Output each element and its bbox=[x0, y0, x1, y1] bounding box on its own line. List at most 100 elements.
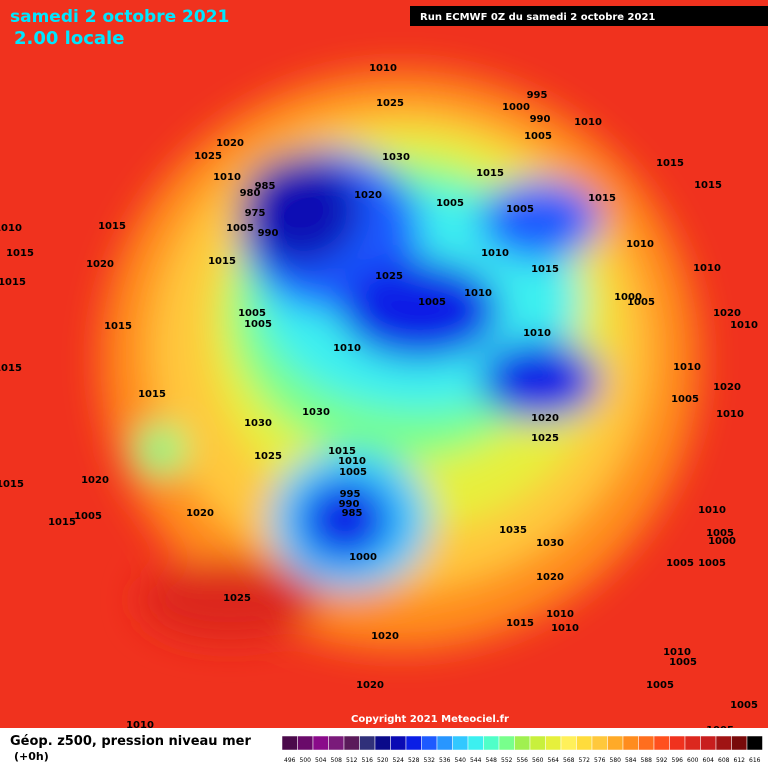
scale-label: 516 bbox=[362, 757, 374, 764]
scale-label: 560 bbox=[532, 757, 544, 764]
pressure-label: 1010 bbox=[693, 263, 721, 274]
scale-label: 552 bbox=[501, 757, 513, 764]
pressure-label: 1025 bbox=[376, 98, 404, 109]
scale-swatch bbox=[700, 735, 717, 751]
pressure-label: 1015 bbox=[104, 321, 132, 332]
pressure-label: 1015 bbox=[138, 389, 166, 400]
scale-swatch bbox=[312, 735, 329, 751]
pressure-label: 1035 bbox=[499, 525, 527, 536]
pressure-label: 1010 bbox=[716, 409, 744, 420]
pressure-label: 1010 bbox=[546, 609, 574, 620]
pressure-label: 1015 bbox=[98, 221, 126, 232]
pressure-label: 1025 bbox=[254, 451, 282, 462]
pressure-label: 1005 bbox=[698, 558, 726, 569]
pressure-label: 1010 bbox=[333, 343, 361, 354]
pressure-label: 1020 bbox=[536, 572, 564, 583]
scale-label: 604 bbox=[703, 757, 715, 764]
pressure-label: 980 bbox=[240, 188, 261, 199]
scale-label: 596 bbox=[672, 757, 684, 764]
scale-label: 528 bbox=[408, 757, 420, 764]
pressure-label: 1025 bbox=[375, 271, 403, 282]
pressure-label: 1010 bbox=[0, 223, 22, 234]
scale-swatch bbox=[638, 735, 655, 751]
scale-label: 576 bbox=[594, 757, 606, 764]
pressure-label: 1015 bbox=[506, 618, 534, 629]
scale-label: 616 bbox=[749, 757, 761, 764]
scale-swatch bbox=[359, 735, 376, 751]
scale-label: 572 bbox=[579, 757, 591, 764]
pressure-label: 1005 bbox=[671, 394, 699, 405]
pressure-label: 1015 bbox=[6, 248, 34, 259]
pressure-label: 1030 bbox=[382, 152, 410, 163]
scale-label: 504 bbox=[315, 757, 327, 764]
pressure-label: 1005 bbox=[74, 511, 102, 522]
scale-swatch bbox=[560, 735, 577, 751]
scale-label: 564 bbox=[548, 757, 560, 764]
scale-label: 532 bbox=[424, 757, 436, 764]
pressure-label: 1015 bbox=[48, 517, 76, 528]
scale-label: 496 bbox=[284, 757, 296, 764]
pressure-label: 1000 bbox=[502, 102, 530, 113]
pressure-label: 1020 bbox=[354, 190, 382, 201]
scale-label: 540 bbox=[455, 757, 467, 764]
pressure-label: 1020 bbox=[371, 631, 399, 642]
scale-swatch bbox=[281, 735, 298, 751]
pressure-label: 1030 bbox=[244, 418, 272, 429]
map-field bbox=[0, 0, 768, 728]
pressure-label: 995 bbox=[340, 489, 361, 500]
pressure-label: 1010 bbox=[730, 320, 758, 331]
pressure-label: 1020 bbox=[531, 413, 559, 424]
pressure-label: 985 bbox=[342, 508, 363, 519]
scale-swatch bbox=[467, 735, 484, 751]
scale-label: 556 bbox=[517, 757, 529, 764]
pressure-label: 1010 bbox=[523, 328, 551, 339]
scale-label: 568 bbox=[563, 757, 575, 764]
pressure-label: 1015 bbox=[328, 446, 356, 457]
pressure-label: 1005 bbox=[339, 467, 367, 478]
pressure-label: 1015 bbox=[0, 479, 24, 490]
pressure-label: 1020 bbox=[713, 382, 741, 393]
scale-swatch bbox=[452, 735, 469, 751]
scale-label: 524 bbox=[393, 757, 405, 764]
pressure-label: 1005 bbox=[436, 198, 464, 209]
scale-label: 548 bbox=[486, 757, 498, 764]
pressure-label: 1000 bbox=[349, 552, 377, 563]
pressure-label: 1015 bbox=[656, 158, 684, 169]
scale-label: 500 bbox=[300, 757, 312, 764]
pressure-label: 1005 bbox=[418, 297, 446, 308]
pressure-label: 1010 bbox=[213, 172, 241, 183]
scale-swatch bbox=[483, 735, 500, 751]
scale-swatch bbox=[297, 735, 314, 751]
pressure-label: 1025 bbox=[531, 433, 559, 444]
color-scale: 496 500 504 508 512 516 520 524 528 532 536 540 544 5… bbox=[281, 735, 763, 764]
scale-swatch bbox=[591, 735, 608, 751]
pressure-label: 1030 bbox=[302, 407, 330, 418]
scale-label: 508 bbox=[331, 757, 343, 764]
scale-swatch bbox=[731, 735, 748, 751]
pressure-label: 990 bbox=[339, 499, 360, 510]
pressure-label: 990 bbox=[258, 228, 279, 239]
run: Run ECMWF 0Z du samedi 2 octobre 2021 bbox=[420, 12, 655, 23]
pressure-label: 1025 bbox=[223, 593, 251, 604]
scale-label: 592 bbox=[656, 757, 668, 764]
scale-label: 608 bbox=[718, 757, 730, 764]
footer-step: (+0h) bbox=[14, 750, 49, 763]
pressure-label: 1020 bbox=[356, 680, 384, 691]
pressure-label: 1020 bbox=[713, 308, 741, 319]
scale-label: 584 bbox=[625, 757, 637, 764]
scale-swatch bbox=[529, 735, 546, 751]
pressure-label: 1015 bbox=[0, 277, 26, 288]
pressure-label: 1010 bbox=[126, 720, 154, 731]
pressure-label: 1000 bbox=[614, 292, 642, 303]
footer-title: Géop. z500, pression niveau mer bbox=[10, 734, 251, 749]
pressure-label: 1020 bbox=[216, 138, 244, 149]
scale-label: 536 bbox=[439, 757, 451, 764]
pressure-label: 985 bbox=[255, 181, 276, 192]
pressure-label: 1015 bbox=[588, 193, 616, 204]
scale-swatch bbox=[607, 735, 624, 751]
scale-swatch bbox=[514, 735, 531, 751]
pressure-label: 1015 bbox=[208, 256, 236, 267]
time: 2.00 locale bbox=[14, 28, 124, 49]
pressure-label: 1010 bbox=[551, 623, 579, 634]
